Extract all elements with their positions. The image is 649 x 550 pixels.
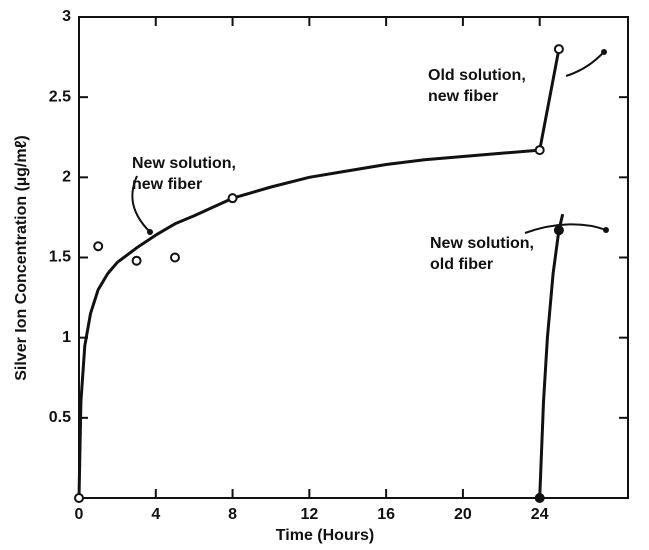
data-point bbox=[553, 44, 564, 55]
annotation-text: old fiber bbox=[430, 256, 493, 273]
y-tick-label: 1 bbox=[62, 329, 71, 346]
x-tick-label: 24 bbox=[531, 506, 549, 523]
x-axis-label: Time (Hours) bbox=[276, 527, 374, 544]
annotation-arrow bbox=[524, 223, 607, 234]
annotation-arrow bbox=[565, 51, 605, 77]
annotation-text: Old solution, bbox=[428, 67, 526, 84]
y-axis-label: Silver Ion Concentration (µg/mℓ) bbox=[13, 135, 30, 381]
arrow-head bbox=[601, 49, 607, 55]
data-point bbox=[169, 252, 180, 263]
annotation-text: new fiber bbox=[428, 88, 498, 105]
y-tick-label: 3 bbox=[62, 8, 71, 25]
y-tick-label: 0.5 bbox=[49, 409, 71, 426]
data-point bbox=[534, 493, 545, 503]
data-point bbox=[227, 193, 238, 204]
plot-frame bbox=[78, 16, 629, 499]
annotation-text: New solution, bbox=[430, 235, 534, 252]
annotation-text: new fiber bbox=[132, 176, 202, 193]
data-point bbox=[553, 225, 564, 236]
data-line bbox=[538, 213, 565, 499]
x-tick-label: 16 bbox=[377, 506, 395, 523]
data-line bbox=[77, 48, 561, 499]
data-point bbox=[131, 255, 142, 266]
x-tick-label: 8 bbox=[228, 506, 237, 523]
x-tick-label: 20 bbox=[454, 506, 472, 523]
data-point bbox=[534, 145, 545, 156]
data-point bbox=[74, 493, 84, 503]
data-point bbox=[93, 241, 104, 252]
y-tick-label: 2 bbox=[62, 169, 71, 186]
annotation-arrow bbox=[131, 175, 151, 233]
y-tick-label: 2.5 bbox=[49, 88, 71, 105]
arrow-head bbox=[603, 227, 609, 233]
arrow-head bbox=[147, 229, 153, 235]
x-tick-label: 12 bbox=[300, 506, 318, 523]
x-tick-label: 0 bbox=[75, 506, 84, 523]
y-tick-label: 1.5 bbox=[49, 249, 71, 266]
annotation-text: New solution, bbox=[132, 155, 236, 172]
x-tick-label: 4 bbox=[151, 506, 160, 523]
